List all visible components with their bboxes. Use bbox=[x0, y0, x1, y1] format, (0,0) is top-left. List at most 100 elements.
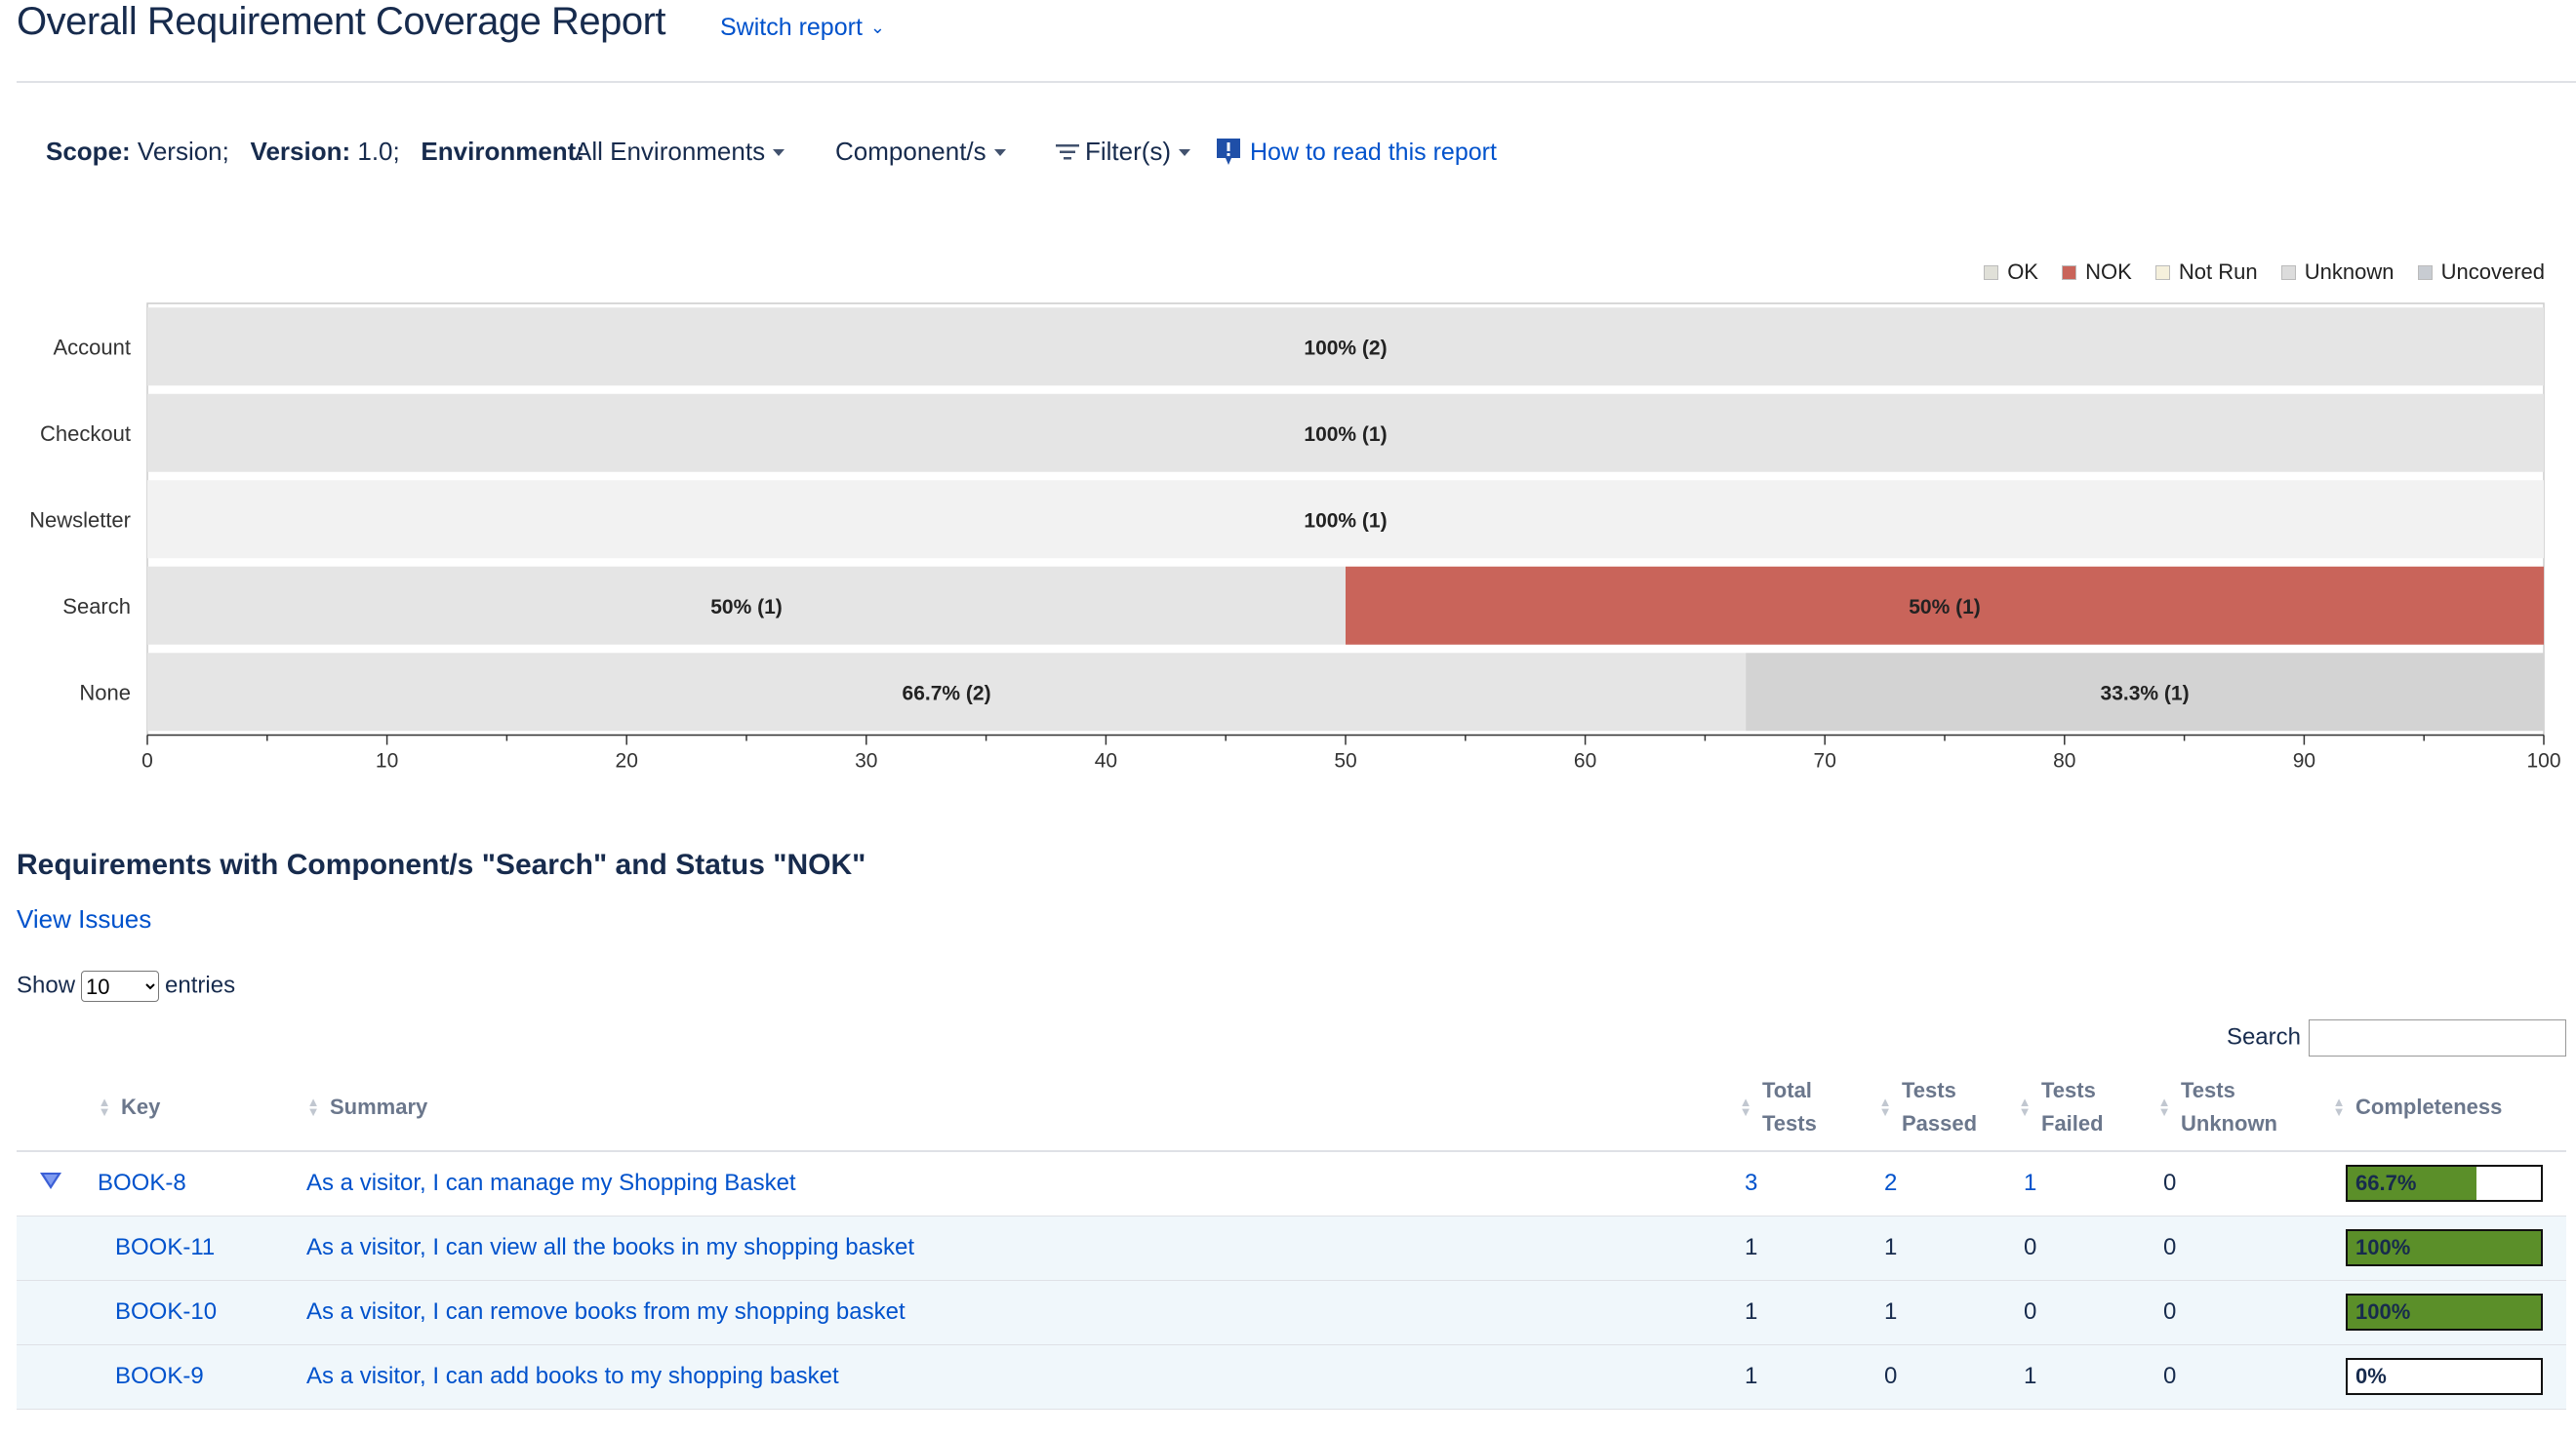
completeness-label: 66.7% bbox=[2355, 1171, 2417, 1196]
sort-icon: ▲ ▼ bbox=[2157, 1094, 2171, 1119]
bar-data-label: 50% (1) bbox=[710, 596, 783, 618]
collapse-triangle-icon[interactable] bbox=[38, 1170, 63, 1191]
legend-item[interactable]: Uncovered bbox=[2417, 259, 2545, 285]
sort-icon: ▲ ▼ bbox=[2332, 1095, 2346, 1120]
filters-dropdown[interactable]: Filter(s) bbox=[1056, 137, 1191, 167]
entries-label: entries bbox=[165, 972, 236, 999]
x-tick-label: 30 bbox=[855, 750, 877, 773]
count-link[interactable]: 3 bbox=[1745, 1170, 1758, 1197]
expand-cell bbox=[17, 1280, 98, 1345]
category-label: Search bbox=[62, 594, 131, 618]
count-link[interactable]: 2 bbox=[1884, 1170, 1898, 1197]
filters-label: Filter(s) bbox=[1085, 137, 1172, 166]
column-header-key[interactable]: ▲ ▼ Key bbox=[98, 1063, 306, 1152]
completeness-fill bbox=[2348, 1167, 2477, 1201]
key-cell: BOOK-9 bbox=[98, 1344, 306, 1410]
legend-item[interactable]: NOK bbox=[2062, 259, 2132, 285]
switch-report-dropdown[interactable]: Switch report ⌄ bbox=[720, 14, 885, 42]
summary-link[interactable]: As a visitor, I can manage my Shopping B… bbox=[306, 1170, 796, 1197]
tests-passed-cell: 1 bbox=[1878, 1216, 2018, 1281]
column-header-tests-passed[interactable]: ▲ ▼Tests Passed bbox=[1878, 1063, 2018, 1152]
x-tick-label: 0 bbox=[141, 750, 153, 773]
issue-key-link[interactable]: BOOK-10 bbox=[115, 1298, 218, 1325]
key-cell: BOOK-11 bbox=[98, 1216, 306, 1281]
count-link[interactable]: 1 bbox=[2024, 1170, 2037, 1197]
legend-item[interactable]: Unknown bbox=[2280, 259, 2394, 285]
legend-label: Uncovered bbox=[2440, 259, 2545, 284]
table-row[interactable]: BOOK-11 As a visitor, I can view all the … bbox=[17, 1216, 2566, 1281]
expand-cell bbox=[17, 1344, 98, 1410]
completeness-cell: 100% bbox=[2332, 1216, 2566, 1281]
completeness-cell: 100% bbox=[2332, 1280, 2566, 1345]
tests-failed-cell: 1 bbox=[2018, 1151, 2157, 1217]
total-tests-cell: 1 bbox=[1739, 1344, 1878, 1410]
column-header-tests-failed[interactable]: ▲ ▼Tests Failed bbox=[2018, 1063, 2157, 1152]
completeness-cell: 0% bbox=[2332, 1344, 2566, 1410]
page-title: Overall Requirement Coverage Report bbox=[17, 0, 666, 43]
expand-cell[interactable] bbox=[17, 1151, 98, 1217]
issue-key-link[interactable]: BOOK-8 bbox=[98, 1170, 186, 1197]
legend-label: NOK bbox=[2085, 259, 2132, 284]
column-header-completeness[interactable]: ▲ ▼ Completeness bbox=[2332, 1063, 2566, 1152]
total-tests-cell: 3 bbox=[1739, 1151, 1878, 1217]
x-tick-label: 80 bbox=[2053, 750, 2075, 773]
bar-segment[interactable] bbox=[147, 480, 2544, 559]
tests-passed-cell: 1 bbox=[1878, 1280, 2018, 1345]
category-label: Account bbox=[54, 335, 132, 359]
column-header-tests-unknown[interactable]: ▲ ▼Tests Unknown bbox=[2157, 1063, 2332, 1152]
search-input[interactable] bbox=[2309, 1019, 2566, 1057]
x-tick-label: 50 bbox=[1334, 750, 1356, 773]
count-value: 1 bbox=[1884, 1298, 1898, 1325]
scope-info: Scope: Version; Version: 1.0; Environmen… bbox=[46, 137, 584, 167]
category-label: None bbox=[79, 680, 131, 704]
issue-key-link[interactable]: BOOK-11 bbox=[115, 1234, 216, 1260]
legend-swatch bbox=[2062, 265, 2077, 280]
components-dropdown[interactable]: Component/s bbox=[835, 137, 1006, 167]
completeness-fill bbox=[2348, 1231, 2541, 1264]
view-issues-link[interactable]: View Issues bbox=[17, 904, 152, 934]
scope-value: Version; bbox=[137, 137, 229, 166]
sort-icon: ▲ ▼ bbox=[2018, 1094, 2032, 1119]
legend-swatch bbox=[1984, 265, 1999, 280]
entries-select[interactable]: 10 bbox=[81, 971, 160, 1002]
tests-unknown-cell: 0 bbox=[2157, 1280, 2332, 1345]
bar-segment[interactable] bbox=[1746, 653, 2544, 732]
count-value: 1 bbox=[1745, 1363, 1758, 1389]
table-row[interactable]: BOOK-9 As a visitor, I can add books to m… bbox=[17, 1344, 2566, 1410]
help-link[interactable]: How to read this report bbox=[1215, 137, 1497, 168]
bar-segment[interactable] bbox=[147, 653, 1747, 732]
summary-link[interactable]: As a visitor, I can view all the books i… bbox=[306, 1234, 914, 1260]
summary-link[interactable]: As a visitor, I can add books to my shop… bbox=[306, 1363, 839, 1389]
issue-key-link[interactable]: BOOK-9 bbox=[115, 1363, 204, 1389]
caret-down-icon bbox=[773, 149, 785, 156]
column-header-total-tests[interactable]: ▲ ▼Total Tests bbox=[1739, 1063, 1878, 1152]
tests-unknown-cell: 0 bbox=[2157, 1344, 2332, 1410]
legend-label: OK bbox=[2007, 259, 2038, 284]
coverage-bar-chart: Account 100% (2) Checkout 100% (1) Newslette… bbox=[29, 302, 2561, 773]
legend-item[interactable]: OK bbox=[1984, 259, 2038, 285]
bar-segment[interactable] bbox=[147, 307, 2544, 386]
summary-link[interactable]: As a visitor, I can remove books from my… bbox=[306, 1298, 906, 1325]
table-header-row: ▲ ▼ Key ▲ ▼ Summary ▲ ▼Total Tests ▲ ▼Tests Pass… bbox=[17, 1063, 2566, 1152]
summary-cell: As a visitor, I can add books to my shop… bbox=[306, 1344, 1739, 1410]
count-value: 0 bbox=[2163, 1298, 2177, 1325]
legend-item[interactable]: Not Run bbox=[2154, 259, 2258, 285]
tests-unknown-cell: 0 bbox=[2157, 1151, 2332, 1217]
column-header-summary[interactable]: ▲ ▼ Summary bbox=[306, 1063, 1739, 1152]
sort-icon: ▲ ▼ bbox=[1878, 1094, 1892, 1119]
bar-data-label: 50% (1) bbox=[1909, 596, 1981, 618]
legend-swatch bbox=[2417, 265, 2433, 280]
x-tick-label: 60 bbox=[1574, 750, 1596, 773]
category-label: Newsletter bbox=[29, 507, 131, 532]
bar-segment[interactable] bbox=[147, 393, 2544, 472]
bar-segment[interactable] bbox=[1346, 566, 2544, 645]
environment-dropdown[interactable]: All Environments bbox=[575, 137, 785, 167]
bar-data-label: 33.3% (1) bbox=[2101, 682, 2190, 704]
table-row[interactable]: BOOK-10 As a visitor, I can remove books … bbox=[17, 1280, 2566, 1345]
search-label: Search bbox=[2226, 1023, 2301, 1051]
bar-segment[interactable] bbox=[147, 566, 1346, 645]
count-value: 0 bbox=[1884, 1363, 1898, 1389]
show-entries: Show 10 entries bbox=[17, 971, 235, 1002]
table-row[interactable]: BOOK-8 As a visitor, I can manage my Shop… bbox=[17, 1151, 2566, 1217]
version-label: Version: bbox=[250, 137, 351, 166]
